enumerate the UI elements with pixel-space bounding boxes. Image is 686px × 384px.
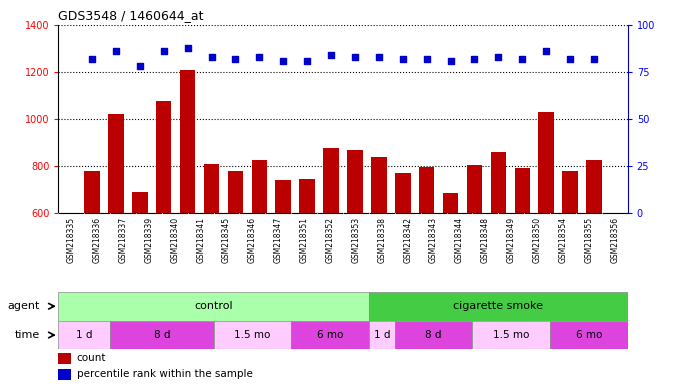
Bar xyxy=(323,149,339,354)
Text: cigarette smoke: cigarette smoke xyxy=(453,301,543,311)
Bar xyxy=(132,192,147,354)
Bar xyxy=(84,171,99,354)
Bar xyxy=(443,193,458,354)
Bar xyxy=(369,292,628,321)
Point xyxy=(541,48,552,55)
Point xyxy=(230,56,241,62)
Text: GSM218355: GSM218355 xyxy=(584,217,593,263)
Text: count: count xyxy=(77,353,106,363)
Text: GSM218339: GSM218339 xyxy=(144,217,154,263)
Bar xyxy=(419,167,434,354)
Bar xyxy=(514,169,530,354)
Text: control: control xyxy=(194,301,233,311)
Point xyxy=(278,58,289,64)
Point xyxy=(326,52,337,58)
Text: 8 d: 8 d xyxy=(154,330,170,340)
Text: percentile rank within the sample: percentile rank within the sample xyxy=(77,369,252,379)
Bar xyxy=(490,152,506,354)
Text: GSM218353: GSM218353 xyxy=(351,217,360,263)
Text: GSM218347: GSM218347 xyxy=(274,217,283,263)
Point xyxy=(589,56,600,62)
Point xyxy=(254,54,265,60)
Bar xyxy=(228,171,243,354)
Point xyxy=(86,56,97,62)
Bar xyxy=(204,164,220,354)
Text: time: time xyxy=(15,330,40,340)
Text: GDS3548 / 1460644_at: GDS3548 / 1460644_at xyxy=(58,9,204,22)
Text: GSM218338: GSM218338 xyxy=(377,217,386,263)
Bar xyxy=(395,173,410,354)
Bar xyxy=(539,112,554,354)
Text: GSM218335: GSM218335 xyxy=(67,217,75,263)
Bar xyxy=(292,321,369,349)
Point xyxy=(445,58,456,64)
Point xyxy=(134,63,145,70)
Point xyxy=(182,45,193,51)
Bar xyxy=(252,160,267,354)
Point xyxy=(493,54,504,60)
Text: GSM218337: GSM218337 xyxy=(119,217,128,263)
Point xyxy=(397,56,408,62)
Text: GSM218349: GSM218349 xyxy=(507,217,516,263)
Point xyxy=(206,54,217,60)
Point xyxy=(349,54,360,60)
Point xyxy=(517,56,528,62)
Text: GSM218343: GSM218343 xyxy=(429,217,438,263)
Text: GSM218351: GSM218351 xyxy=(300,217,309,263)
Text: GSM218336: GSM218336 xyxy=(93,217,102,263)
Bar xyxy=(108,114,123,354)
Text: 6 mo: 6 mo xyxy=(576,330,602,340)
Bar xyxy=(347,150,363,354)
Text: GSM218356: GSM218356 xyxy=(611,217,619,263)
Text: GSM218341: GSM218341 xyxy=(196,217,205,263)
Bar xyxy=(466,165,482,354)
Text: GSM218352: GSM218352 xyxy=(326,217,335,263)
Text: 8 d: 8 d xyxy=(425,330,442,340)
Bar xyxy=(550,321,628,349)
Text: 1 d: 1 d xyxy=(374,330,390,340)
Bar xyxy=(58,353,71,364)
Text: GSM218354: GSM218354 xyxy=(558,217,567,263)
Bar xyxy=(156,101,172,354)
Point xyxy=(110,48,121,55)
Point xyxy=(421,56,432,62)
Bar xyxy=(587,160,602,354)
Point xyxy=(158,48,169,55)
Text: 1 d: 1 d xyxy=(76,330,93,340)
Text: GSM218342: GSM218342 xyxy=(403,217,412,263)
Bar xyxy=(369,321,394,349)
Text: 6 mo: 6 mo xyxy=(317,330,343,340)
Bar xyxy=(563,171,578,354)
Bar xyxy=(58,369,71,380)
Text: GSM218344: GSM218344 xyxy=(455,217,464,263)
Bar xyxy=(299,179,315,354)
Text: GSM218350: GSM218350 xyxy=(532,217,542,263)
Bar xyxy=(110,321,213,349)
Bar xyxy=(371,157,387,354)
Bar xyxy=(394,321,473,349)
Bar xyxy=(473,321,550,349)
Text: 1.5 mo: 1.5 mo xyxy=(493,330,530,340)
Bar xyxy=(276,180,291,354)
Point xyxy=(469,56,480,62)
Bar xyxy=(58,292,369,321)
Point xyxy=(565,56,576,62)
Text: GSM218345: GSM218345 xyxy=(222,217,231,263)
Bar xyxy=(213,321,292,349)
Point xyxy=(373,54,384,60)
Bar xyxy=(58,321,110,349)
Point xyxy=(302,58,313,64)
Bar xyxy=(180,70,196,354)
Text: GSM218340: GSM218340 xyxy=(170,217,179,263)
Text: GSM218346: GSM218346 xyxy=(248,217,257,263)
Text: GSM218348: GSM218348 xyxy=(481,217,490,263)
Text: agent: agent xyxy=(8,301,40,311)
Text: 1.5 mo: 1.5 mo xyxy=(234,330,270,340)
